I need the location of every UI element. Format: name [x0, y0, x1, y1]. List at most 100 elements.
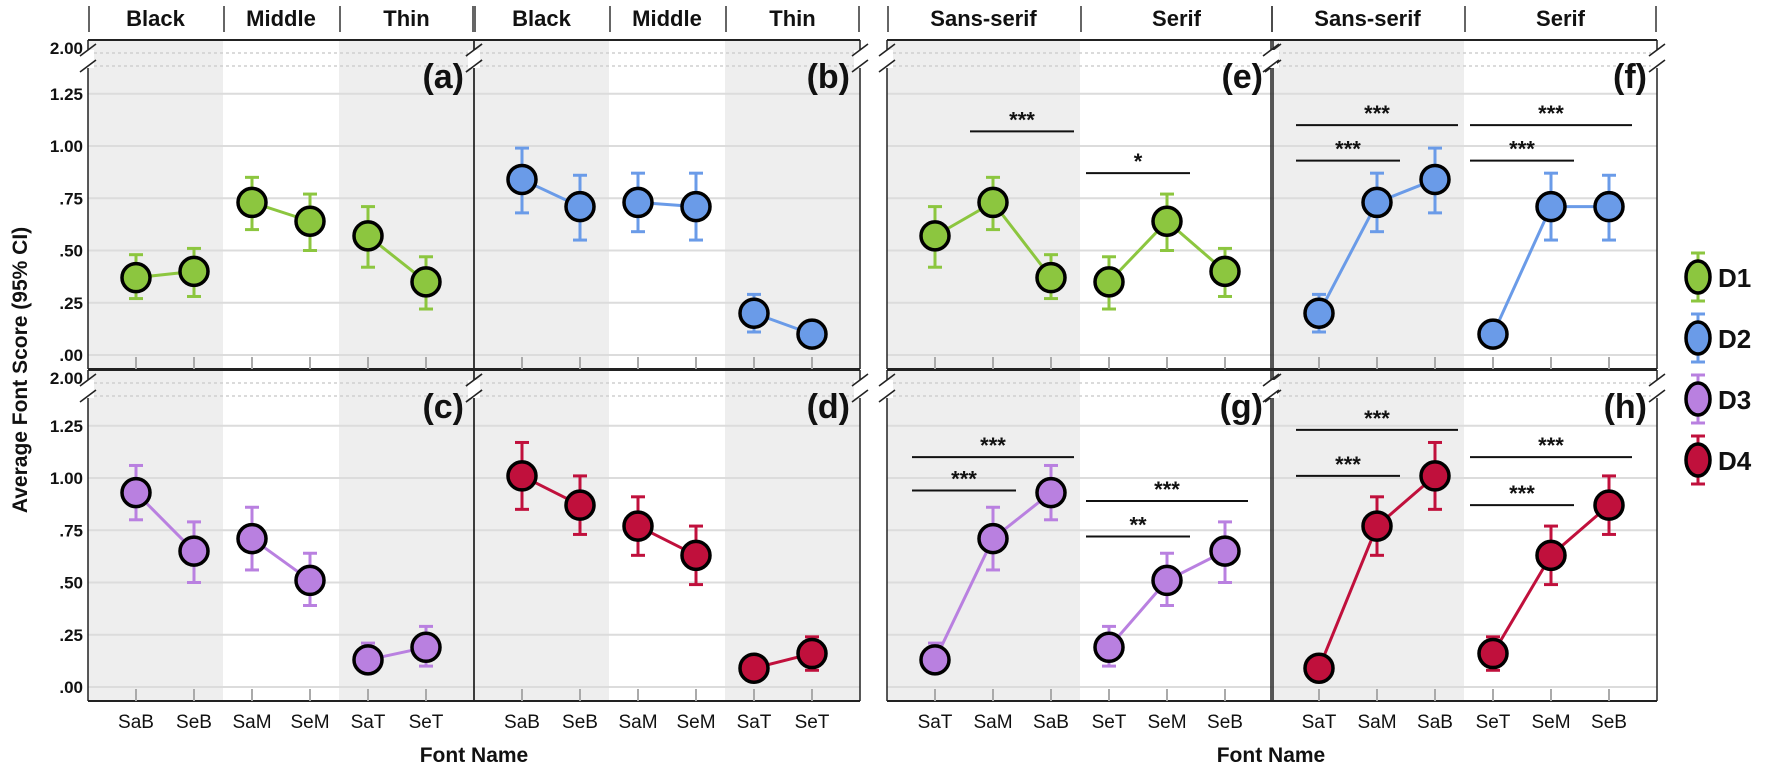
data-point-D1-SaT	[919, 220, 951, 252]
significance-label: ***	[1335, 452, 1361, 477]
y-axis-label: Average Font Score (95% CI)	[9, 227, 32, 513]
data-point-D2-SeB	[564, 190, 596, 223]
x-tick-label-SeT: SeT	[795, 712, 830, 733]
axis-break-mark	[1262, 389, 1280, 403]
x-tick-label-SaT: SaT	[351, 712, 386, 733]
y-tick-label: 2.00	[50, 369, 83, 388]
panel-label: (b)	[807, 58, 850, 96]
legend-marker-D3	[1684, 381, 1712, 417]
data-point-D4-SaB	[506, 460, 538, 492]
data-point-D2-SeM	[680, 190, 712, 223]
data-point-D3-SaB	[120, 476, 152, 509]
y-tick-label: 1.25	[50, 417, 83, 436]
data-point-D1-SeT	[410, 266, 442, 298]
x-tick-label-SaM: SaM	[618, 712, 657, 733]
data-point-D3-SaM	[977, 522, 1009, 555]
axis-break-mark	[1262, 43, 1280, 57]
x-tick-label-SeB: SeB	[176, 712, 212, 733]
data-point-D1-SeM	[1151, 205, 1183, 237]
data-point-D4-SaM	[622, 510, 654, 542]
shaded-band-black	[88, 40, 223, 369]
x-tick-label-SaM: SaM	[973, 712, 1012, 733]
y-tick-label: 1.00	[50, 137, 83, 156]
data-point-D2-SaT	[738, 297, 770, 329]
significance-label: ***	[1009, 107, 1035, 132]
x-tick-label-SaT: SaT	[918, 712, 953, 733]
data-point-D2-SeT	[1477, 318, 1509, 350]
x-axis-label-right: Font Name	[1217, 744, 1326, 767]
y-tick-label: .00	[59, 346, 83, 365]
x-tick-label-SaT: SaT	[1302, 712, 1337, 733]
data-point-D4-SaT	[1303, 652, 1335, 684]
data-point-D3-SeT	[1093, 631, 1125, 664]
x-axis-label-left: Font Name	[420, 744, 529, 767]
data-point-D2-SaB	[1419, 163, 1451, 196]
x-tick-label-SaM: SaM	[232, 712, 271, 733]
axis-break-mark	[878, 389, 896, 403]
data-point-D3-SeB	[178, 535, 210, 567]
significance-label: ***	[1538, 433, 1564, 458]
axis-break-mark	[1648, 43, 1666, 57]
legend-marker-D1	[1684, 259, 1712, 295]
group-header-middle: Middle	[246, 6, 316, 31]
legend-label-D3: D3	[1718, 385, 1751, 415]
data-point-D2-SaB	[506, 163, 538, 196]
axis-break-mark	[1262, 373, 1280, 387]
data-point-D1-SaB	[120, 261, 152, 294]
axis-break-mark	[1262, 59, 1280, 73]
legend-marker-D4	[1684, 442, 1712, 478]
group-header-serif: Serif	[1152, 6, 1202, 31]
data-marks	[120, 124, 1712, 684]
axis-break-mark	[79, 373, 97, 387]
data-point-D3-SaT	[352, 644, 384, 676]
axis-break-mark	[851, 373, 869, 387]
axes	[79, 6, 1666, 702]
shaded-band-black	[474, 370, 609, 701]
significance-label: ***	[951, 467, 977, 492]
axis-break-mark	[851, 43, 869, 57]
data-point-D4-SeM	[680, 539, 712, 572]
axis-break-mark	[465, 43, 483, 57]
data-point-D2-SaM	[1361, 186, 1393, 219]
data-point-D3-SeM	[1151, 564, 1183, 597]
x-tick-label-SaM: SaM	[1357, 712, 1396, 733]
data-point-D3-SaB	[1035, 476, 1067, 509]
data-point-D3-SaT	[919, 644, 951, 676]
data-point-D4-SeB	[1593, 489, 1625, 521]
x-tick-label-SeM: SeM	[1147, 712, 1186, 733]
data-point-D4-SeT	[796, 637, 828, 670]
data-point-D2-SeB	[1593, 190, 1625, 223]
x-tick-label-SeT: SeT	[409, 712, 444, 733]
axis-break-mark	[465, 389, 483, 403]
shaded-band-thin	[339, 40, 474, 369]
group-header-sans-serif: Sans-serif	[1314, 6, 1421, 31]
axis-break-mark	[1648, 59, 1666, 73]
data-point-D2-SaM	[622, 186, 654, 219]
y-tick-label: .50	[59, 242, 83, 261]
data-point-D2-SeT	[796, 318, 828, 350]
significance-label: ***	[1335, 137, 1361, 162]
significance-label: ***	[1509, 481, 1535, 506]
x-tick-label-SeT: SeT	[1476, 712, 1511, 733]
significance-label: ***	[1154, 477, 1180, 502]
x-tick-label-SaT: SaT	[737, 712, 772, 733]
group-header-middle: Middle	[632, 6, 702, 31]
panel-label: (d)	[807, 388, 850, 426]
legend-marker-D2	[1684, 320, 1712, 356]
x-tick-label-SaB: SaB	[1417, 712, 1453, 733]
significance-label: *	[1134, 149, 1143, 174]
panel-label: (f)	[1613, 58, 1647, 96]
axis-break-mark	[1648, 373, 1666, 387]
labels: .00 .25 .50 .75 1.00 1.25 2.00 Black Middle Thin (…	[50, 6, 1752, 733]
legend-label-D4: D4	[1718, 446, 1752, 476]
x-tick-label-SeM: SeM	[290, 712, 329, 733]
panel-label: (h)	[1604, 388, 1647, 426]
data-point-D4-SaB	[1419, 460, 1451, 492]
y-tick-label: .25	[59, 294, 83, 313]
legend-label-D2: D2	[1718, 324, 1751, 354]
axis-break-mark	[79, 389, 97, 403]
axis-break-mark	[851, 389, 869, 403]
y-tick-label: .25	[59, 626, 83, 645]
x-tick-label-SeB: SeB	[562, 712, 598, 733]
